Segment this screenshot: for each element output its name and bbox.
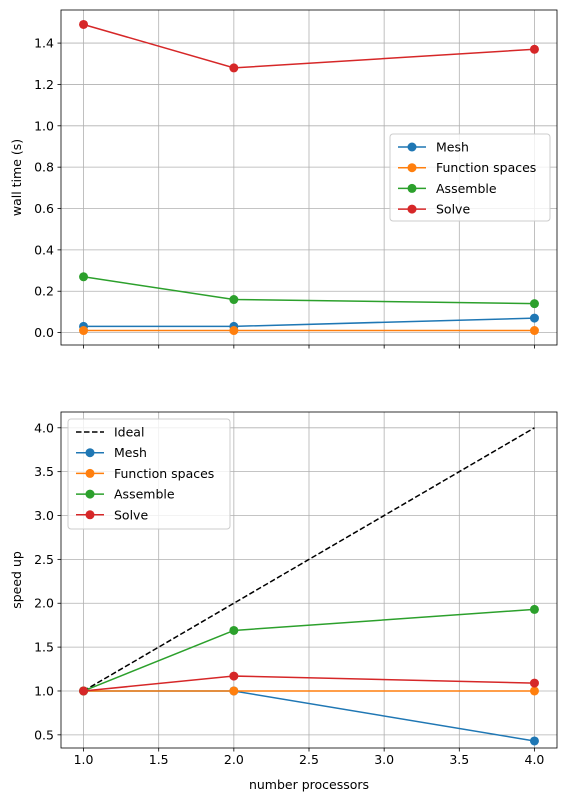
x-tick-label: 4.0 bbox=[525, 752, 545, 767]
chart-2: 1.0 1.5 2.0 2.5 3.0 3.5 4.0 0.5 1.0 1.5 2.0 2.5 3.0 3… bbox=[9, 411, 558, 792]
legend-marker bbox=[407, 183, 417, 193]
data-point-4-2 bbox=[229, 63, 239, 73]
data-point-4-2 bbox=[229, 625, 239, 635]
x-tick-label: 3.0 bbox=[374, 752, 394, 767]
legend-label: Ideal bbox=[114, 425, 144, 440]
series-line-1 bbox=[83, 427, 535, 692]
data-point-2-2 bbox=[229, 326, 239, 336]
y-tick-label: 0.8 bbox=[34, 160, 54, 175]
data-point-4-3 bbox=[529, 44, 539, 54]
y-tick-label: 1.5 bbox=[34, 640, 54, 655]
legend-marker bbox=[407, 163, 417, 173]
data-point-4-1 bbox=[79, 19, 89, 29]
y-tick-label: 0.4 bbox=[34, 242, 54, 257]
legend-label: Assemble bbox=[436, 181, 497, 196]
data-point-3-1 bbox=[79, 272, 89, 282]
legend-label: Assemble bbox=[114, 487, 175, 502]
data-point-3-2 bbox=[229, 295, 239, 305]
y-tick-label: 1.4 bbox=[34, 36, 54, 51]
legend-box bbox=[389, 133, 551, 222]
x-tick-label: 3.5 bbox=[449, 752, 469, 767]
data-point-4-3 bbox=[529, 604, 539, 614]
data-point-5-3 bbox=[529, 678, 539, 688]
data-point-3-3 bbox=[529, 299, 539, 309]
y-axis-label: wall time (s) bbox=[9, 139, 24, 216]
legend: Mesh Function spaces Assemble Solve bbox=[389, 133, 551, 222]
y-tick-label: 0.5 bbox=[34, 727, 54, 742]
x-tick-label: 2.0 bbox=[224, 752, 244, 767]
legend-marker bbox=[407, 204, 417, 214]
legend-label: Mesh bbox=[114, 445, 147, 460]
y-tick-label: 4.0 bbox=[34, 420, 54, 435]
legend-box bbox=[67, 418, 231, 530]
y-axis-label: speed up bbox=[9, 551, 24, 609]
data-point-2-3 bbox=[529, 736, 539, 746]
data-point-3-2 bbox=[229, 686, 239, 696]
data-point-3-3 bbox=[529, 686, 539, 696]
legend-label: Solve bbox=[436, 202, 470, 217]
x-axis-label: number processors bbox=[249, 777, 369, 792]
data-point-2-3 bbox=[529, 326, 539, 336]
x-tick-label: 2.5 bbox=[299, 752, 319, 767]
legend-marker bbox=[85, 510, 95, 520]
data-point-2-1 bbox=[79, 326, 89, 336]
y-tick-label: 3.5 bbox=[34, 464, 54, 479]
y-tick-label: 3.0 bbox=[34, 508, 54, 523]
legend-marker bbox=[85, 468, 95, 478]
y-tick-label: 1.0 bbox=[34, 683, 54, 698]
y-tick-label: 1.2 bbox=[34, 77, 54, 92]
data-point-5-2 bbox=[229, 671, 239, 681]
chart-1: 0.0 0.2 0.4 0.6 0.8 1.0 1.2 1.4 wall time (s) Mes… bbox=[9, 9, 558, 349]
x-tick-label: 1.5 bbox=[149, 752, 169, 767]
legend-label: Mesh bbox=[436, 140, 469, 155]
legend-label: Solve bbox=[114, 507, 148, 522]
legend-label: Function spaces bbox=[436, 160, 536, 175]
y-tick-label: 2.0 bbox=[34, 596, 54, 611]
legend-marker bbox=[85, 448, 95, 458]
legend-marker bbox=[407, 142, 417, 152]
x-tick-label: 1.0 bbox=[74, 752, 94, 767]
legend-marker bbox=[85, 489, 95, 499]
y-tick-label: 0.6 bbox=[34, 201, 54, 216]
data-point-5-1 bbox=[79, 686, 89, 696]
y-tick-label: 0.0 bbox=[34, 325, 54, 340]
y-tick-label: 1.0 bbox=[34, 118, 54, 133]
y-tick-label: 2.5 bbox=[34, 552, 54, 567]
y-tick-label: 0.2 bbox=[34, 284, 54, 299]
legend-label: Function spaces bbox=[114, 466, 214, 481]
data-point-1-3 bbox=[529, 313, 539, 323]
legend: Ideal Mesh Function spaces Assemble Solve bbox=[67, 418, 231, 530]
